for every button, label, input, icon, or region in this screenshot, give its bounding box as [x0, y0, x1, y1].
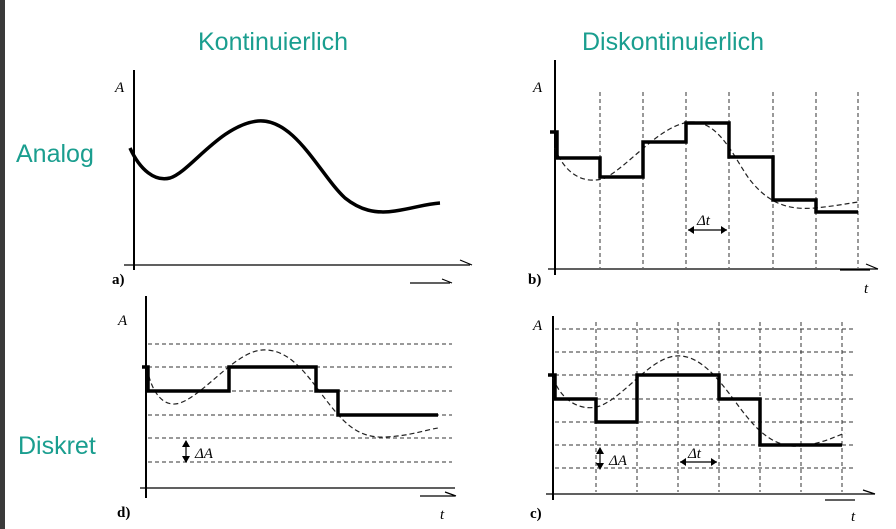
heading-diskret: Diskret — [18, 432, 96, 460]
panel-c: A t c) ΔA Δt — [530, 316, 876, 525]
panel-b-y-label: A — [532, 80, 543, 96]
panel-d-y-label: A — [117, 313, 128, 329]
panel-c-delta-a-label: ΔA — [608, 453, 628, 469]
panel-b-grid — [599, 92, 859, 268]
panel-c-digital-signal — [548, 373, 842, 447]
panel-c-delta-a-arrowheads — [596, 447, 604, 470]
panel-d-x-label: t — [440, 507, 445, 523]
panel-a: A a) — [112, 70, 473, 288]
heading-diskontinuierlich: Diskontinuierlich — [582, 28, 765, 56]
panel-a-label: a) — [112, 272, 125, 288]
panel-a-t-arrowhead — [441, 278, 453, 284]
panel-b-x-label: t — [864, 281, 869, 297]
panel-a-x-arrow — [459, 259, 473, 266]
panel-d-reference-curve — [146, 349, 439, 438]
panel-d-t-arrowhead — [444, 491, 457, 497]
panel-c-x-label: t — [851, 509, 856, 525]
panel-d-label: d) — [117, 505, 130, 521]
panel-b-x-arrow — [865, 263, 879, 270]
heading-analog: Analog — [16, 140, 94, 168]
heading-kontinuierlich: Kontinuierlich — [198, 28, 349, 56]
panel-b-delta-label: Δt — [696, 213, 711, 229]
panel-d-delta-label: ΔA — [194, 446, 214, 462]
panel-c-delta-t-label: Δt — [687, 446, 702, 462]
panel-b: A t b) Δt — [528, 60, 879, 297]
panel-b-sampled-signal — [550, 121, 858, 214]
panel-c-label: c) — [530, 506, 542, 522]
panel-c-x-arrow — [862, 489, 876, 495]
panel-d: A t d) ΔA — [117, 296, 457, 523]
panel-d-quantized-signal — [142, 365, 438, 417]
panel-a-analog-curve — [128, 119, 441, 214]
panel-c-y-label: A — [532, 318, 543, 334]
panel-d-delta-arrowheads — [182, 440, 190, 463]
panel-d-grid — [148, 343, 452, 463]
panel-a-y-label: A — [114, 80, 125, 96]
panel-b-label: b) — [528, 272, 541, 288]
left-window-edge — [0, 0, 5, 529]
